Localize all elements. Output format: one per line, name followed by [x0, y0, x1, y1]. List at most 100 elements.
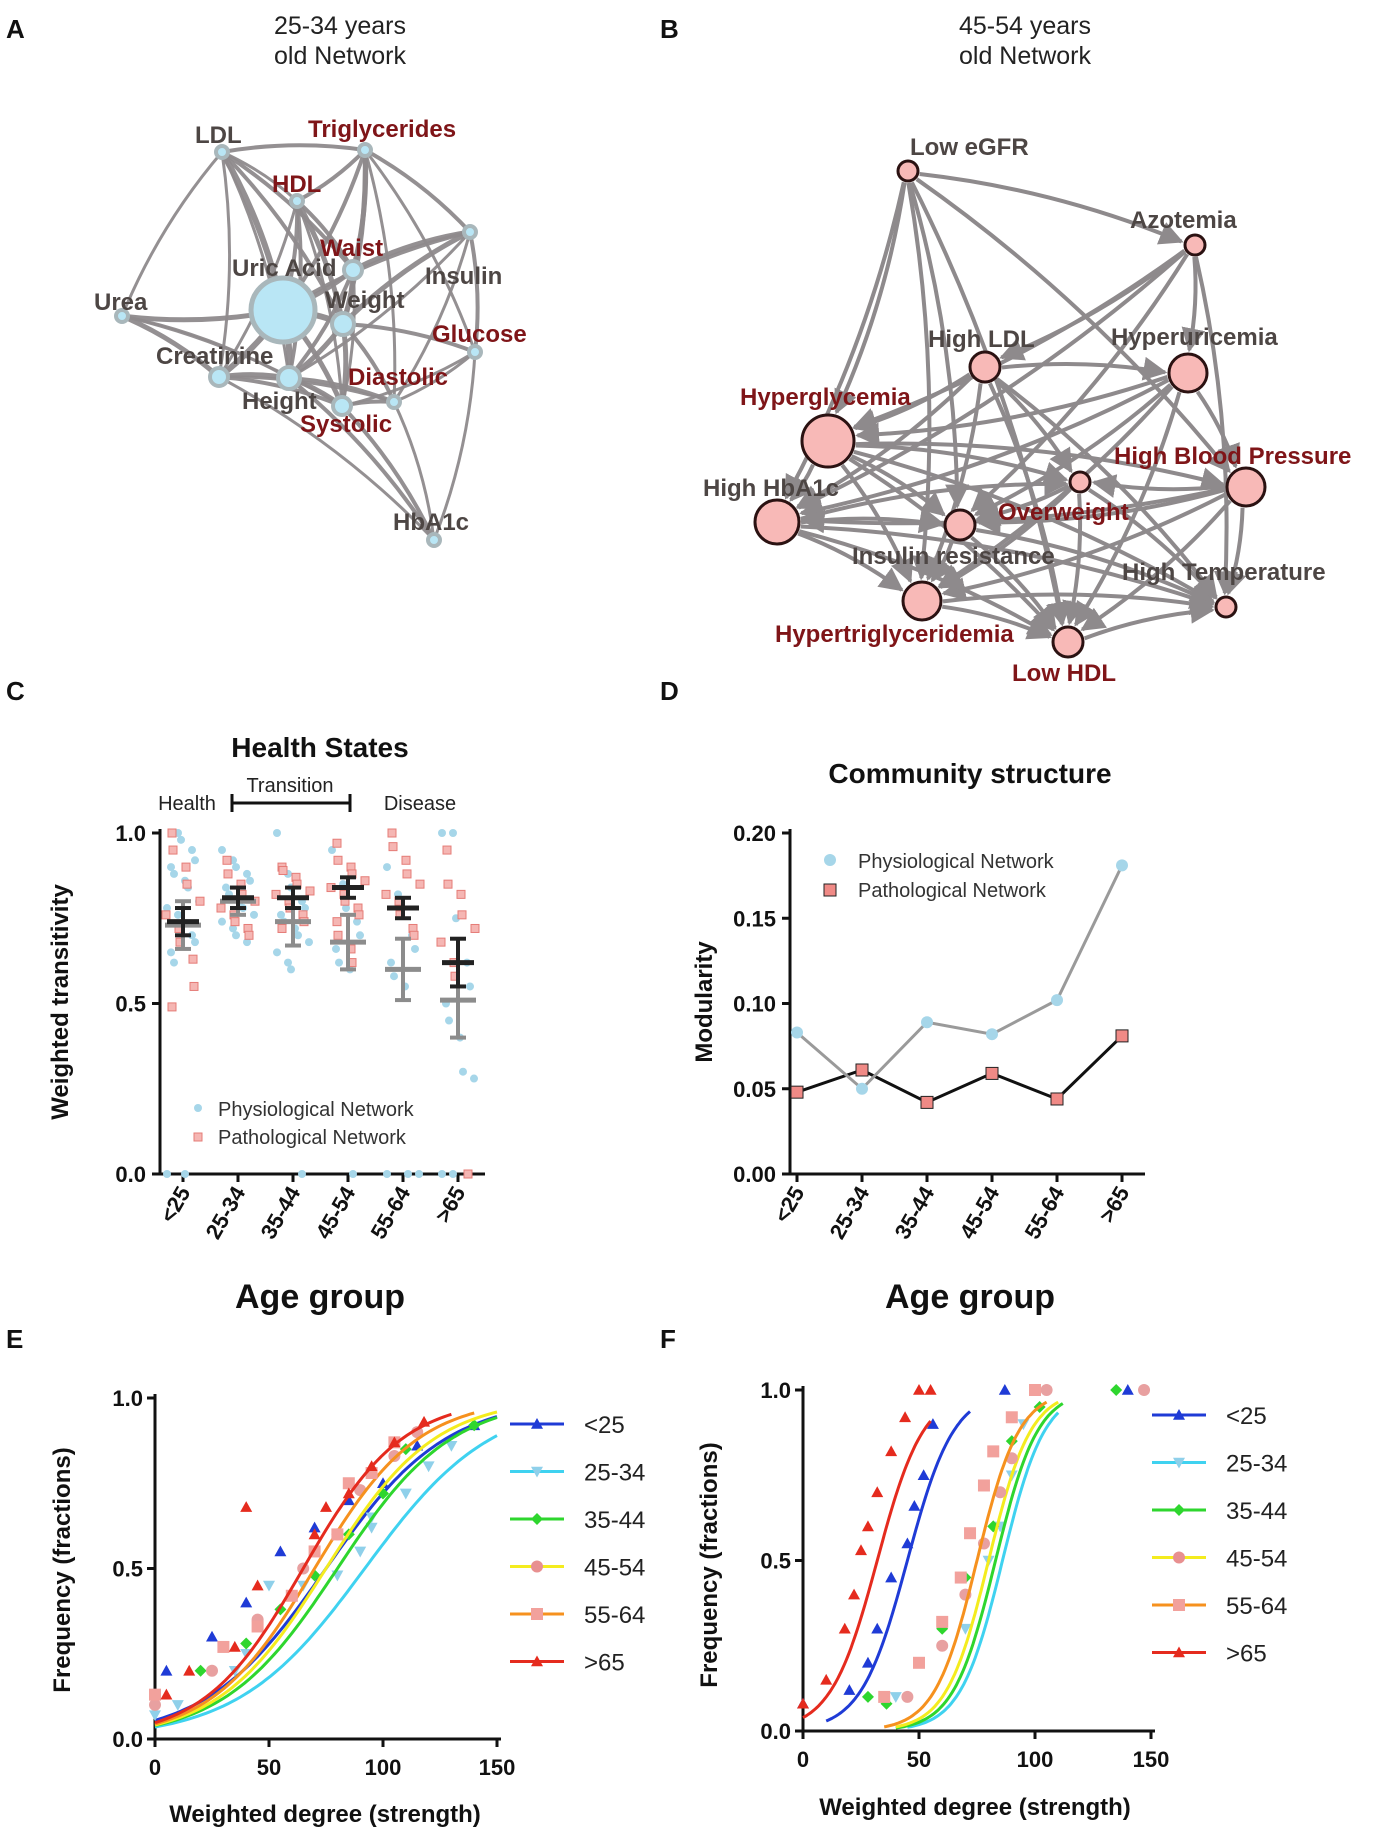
chart-c-physio-point — [218, 846, 226, 855]
chart-c-physio-point — [387, 958, 395, 967]
chart-e-curve-35-44 — [154, 1416, 498, 1728]
chart-f-point-55-64 — [987, 1445, 1000, 1458]
chart-d-patho-point — [985, 1066, 999, 1080]
network-a-edge — [218, 375, 436, 542]
chart-c-physio-point — [181, 1170, 189, 1178]
chart-d-x-tick-label: 35-44 — [890, 1181, 940, 1243]
network-a-edge — [288, 230, 472, 380]
chart-f-point-25-34 — [959, 1623, 972, 1635]
network-a-edge — [217, 151, 232, 378]
chart-c-patho-point — [436, 937, 446, 947]
chart-c-physio-point — [356, 931, 364, 940]
chart-f-curve-25 — [825, 1410, 971, 1723]
network-b-edge — [976, 487, 1226, 535]
network-a-label-diastolic: Diastolic — [348, 364, 448, 391]
chart-e-legend-marker — [531, 1655, 543, 1667]
network-b-title-line1: 45-54 years — [959, 12, 1091, 40]
chart-f-x-tick-label: 0 — [797, 1747, 809, 1772]
chart-e-curve-25-34 — [154, 1434, 498, 1729]
chart-c-patho-point — [222, 855, 232, 865]
chart-c-x-tick-label: 35-44 — [256, 1181, 306, 1243]
chart-c-patho-point — [216, 903, 226, 913]
network-a-node-waist — [342, 259, 364, 281]
chart-e-point-55-64 — [217, 1640, 230, 1653]
annotation-disease: Disease — [384, 793, 456, 815]
chart-f-legend-label: 25-34 — [1226, 1451, 1287, 1478]
network-a-edge — [393, 350, 476, 404]
chart-e-point-65 — [240, 1501, 253, 1512]
network-a-edge — [340, 404, 436, 541]
chart-f-curve-25-34 — [907, 1411, 1060, 1729]
chart-c-patho-point — [360, 876, 370, 886]
chart-f-legend-label: >65 — [1226, 1641, 1267, 1668]
chart-d-patho-line — [796, 1034, 1124, 1105]
chart-e-legend-label: >65 — [584, 1650, 625, 1677]
chart-c-patho-point — [442, 845, 452, 855]
chart-d-xlabel: Age group — [885, 1278, 1055, 1316]
chart-c-patho-point — [409, 930, 419, 940]
chart-f-point-45-54 — [1138, 1384, 1151, 1396]
network-b-edge — [855, 441, 1226, 491]
chart-c-y-tick-label: 0.0 — [115, 1162, 146, 1187]
network-b-edge — [834, 182, 907, 415]
chart-c-patho-point — [181, 862, 191, 872]
chart-c-patho-point — [244, 930, 254, 940]
network-a-node-glucose — [467, 344, 483, 360]
chart-f-point-55-64 — [878, 1690, 891, 1703]
chart-e-y-tick-label: 0.0 — [112, 1727, 143, 1752]
chart-e-point-35-44 — [240, 1637, 253, 1650]
network-b-edge — [930, 539, 955, 583]
chart-e-point-65 — [308, 1528, 321, 1540]
chart-c-physio-point — [353, 917, 361, 926]
network-a-node-diastolic — [386, 394, 402, 410]
chart-c-x-tick-label: 25-34 — [201, 1181, 251, 1243]
network-b-edge — [1062, 493, 1086, 626]
chart-d-ylabel: Modularity — [691, 941, 718, 1063]
chart-f-point-55-64 — [913, 1656, 925, 1669]
chart-f-curve-65 — [802, 1420, 932, 1719]
chart-e-legend-label: 45-54 — [584, 1555, 645, 1582]
network-a-label-systolic: Systolic — [300, 411, 392, 438]
chart-e-point-65 — [320, 1501, 332, 1512]
chart-c-physio-point — [305, 938, 313, 947]
chart-e-curve-55-64 — [154, 1411, 475, 1726]
chart-f-curve-55-64 — [883, 1400, 1048, 1729]
network-b-edge — [800, 471, 1069, 521]
chart-c-patho-point — [167, 1002, 177, 1012]
chart-d-patho-point — [1050, 1092, 1064, 1106]
network-a-label-glucose: Glucose — [432, 321, 527, 348]
chart-c-patho-point — [182, 879, 192, 889]
network-b-edge — [907, 182, 970, 509]
chart-f-y-tick-label: 0.0 — [760, 1719, 791, 1744]
network-a-label-uric-acid: Uric Acid — [232, 255, 336, 282]
legend-c-physio-label: Physiological Network — [218, 1099, 415, 1121]
chart-f-point-45-54 — [936, 1639, 949, 1652]
chart-c-physio-point — [232, 931, 240, 940]
network-a-edge — [295, 200, 344, 407]
chart-f-point-25-34 — [889, 1692, 902, 1703]
network-b-label-high-ldl: High LDL — [928, 326, 1035, 353]
chart-c-physio-point — [273, 948, 281, 957]
network-b-node-insulin-resistance — [943, 508, 977, 542]
network-a-node-uric-acid — [248, 275, 318, 345]
panel-letter-b: B — [660, 14, 679, 44]
chart-d-y-tick-label: 0.20 — [733, 821, 776, 846]
network-b-edge — [796, 250, 1187, 510]
chart-f-point-65 — [820, 1673, 833, 1685]
chart-c-physio-point — [335, 958, 343, 967]
chart-e-x-tick-label: 50 — [257, 1755, 281, 1780]
network-a-node-height — [276, 365, 302, 391]
network-b-edge — [941, 604, 1052, 640]
network-a-title-line1: 25-34 years — [274, 12, 406, 40]
network-a-edge — [363, 149, 397, 403]
network-a-edge — [296, 148, 367, 203]
chart-f-point-25 — [998, 1384, 1011, 1395]
chart-f-point-65 — [871, 1486, 884, 1498]
network-a-node-weight — [330, 311, 356, 337]
network-b-label-low-egfr: Low eGFR — [910, 134, 1029, 161]
network-b-edge — [915, 177, 1231, 474]
chart-c-physio-point — [273, 829, 281, 837]
chart-c-physio-point — [342, 904, 350, 913]
chart-c-physio-point — [191, 938, 199, 947]
chart-c-physio-point — [383, 863, 391, 872]
